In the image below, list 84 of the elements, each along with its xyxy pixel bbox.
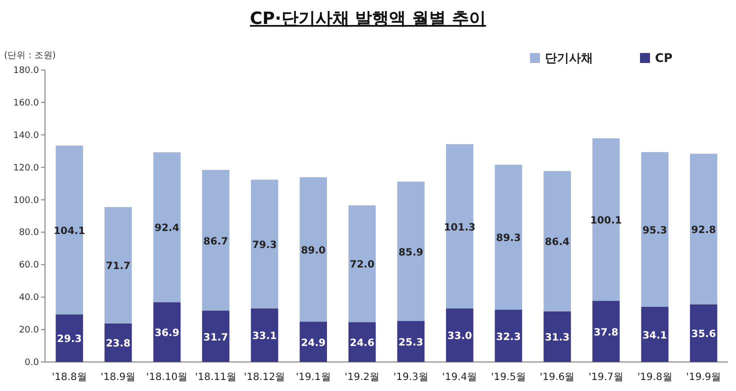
bar	[250, 308, 278, 362]
chart-title: CP·단기사채 발행액 월별 추이	[250, 9, 486, 29]
x-tick-label: '19.9월	[686, 372, 722, 383]
bar	[641, 306, 668, 362]
data-label: 35.6	[691, 329, 716, 340]
data-label: 36.9	[154, 328, 180, 340]
y-tick-label: 120.0	[13, 163, 40, 174]
bar	[56, 146, 84, 314]
data-label: 33.1	[252, 331, 277, 342]
bar	[56, 314, 84, 362]
y-tick-label: 60.0	[18, 260, 40, 271]
x-tick-label: '19.5월	[490, 372, 526, 383]
y-tick-label: 160.0	[13, 98, 40, 108]
y-tick-label: 180.0	[13, 66, 40, 76]
data-label: 86.7	[203, 236, 228, 248]
data-label: 37.8	[594, 327, 618, 338]
x-tick-label: '19.3월	[393, 372, 428, 383]
bar	[250, 180, 278, 308]
bar	[348, 205, 376, 322]
data-label: 101.3	[444, 222, 476, 234]
data-label: 33.0	[447, 331, 472, 342]
bar	[544, 171, 571, 312]
bar	[690, 304, 718, 362]
bar	[544, 311, 571, 362]
y-tick-label: 0.0	[24, 358, 40, 368]
data-label: 31.7	[203, 332, 228, 344]
data-label: 72.0	[350, 260, 374, 271]
bar	[446, 308, 474, 362]
text: (단위 : 조원)	[4, 51, 56, 61]
data-label: 92.8	[691, 224, 716, 236]
data-label: 24.9	[300, 338, 326, 349]
x-tick-label: '19.2월	[344, 372, 380, 383]
bar	[300, 177, 327, 322]
data-label: 89.0	[300, 245, 326, 256]
data-label: 104.1	[54, 226, 86, 238]
y-tick-label: 100.0	[13, 196, 40, 206]
bar	[104, 323, 132, 362]
data-label: 100.1	[590, 215, 622, 226]
bar	[397, 320, 425, 362]
y-tick-label: 80.0	[18, 228, 40, 238]
bar	[494, 164, 522, 310]
x-tick-label: '19.8월	[637, 372, 672, 383]
y-tick-label: 20.0	[18, 326, 40, 336]
x-tick-label: '18.12월	[244, 372, 286, 383]
bar	[300, 322, 327, 362]
x-tick-label: '18.8월	[52, 372, 87, 383]
x-tick-label: '18.9월	[100, 372, 136, 383]
x-tick-label: '18.10월	[146, 372, 188, 383]
y-tick-label: 140.0	[13, 130, 40, 141]
data-label: 31.3	[544, 332, 570, 344]
bar	[153, 302, 181, 362]
bar	[202, 170, 230, 311]
bar	[348, 322, 376, 362]
data-label: 23.8	[106, 338, 131, 350]
data-label: 34.1	[642, 330, 668, 342]
bar	[592, 138, 620, 301]
bar	[202, 310, 230, 362]
data-label: 25.3	[398, 337, 424, 348]
data-label: 32.3	[496, 332, 521, 343]
x-tick-label: '18.11월	[195, 372, 236, 383]
data-label: 95.3	[642, 225, 668, 236]
data-label: 85.9	[398, 247, 424, 258]
data-label: 92.4	[154, 223, 180, 234]
legend-label: 단기사채	[545, 51, 593, 65]
bar	[397, 182, 425, 321]
data-label: 86.4	[544, 237, 570, 248]
x-tick-label: '19.6월	[540, 372, 575, 383]
data-label: 71.7	[106, 261, 131, 272]
bar	[592, 300, 620, 362]
bar	[641, 152, 668, 307]
y-tick-label: 40.0	[18, 293, 40, 304]
data-label: 89.3	[496, 233, 521, 244]
data-label: 24.6	[350, 338, 374, 350]
data-label: 29.3	[57, 334, 82, 346]
legend-label: CP	[655, 51, 673, 65]
bar	[690, 154, 718, 304]
bar	[446, 144, 474, 308]
bar	[153, 152, 181, 302]
x-tick-label: '19.4월	[442, 372, 478, 383]
x-tick-label: '19.7월	[588, 372, 624, 383]
bar	[494, 310, 522, 362]
bar	[104, 207, 132, 324]
data-label: 79.3	[252, 240, 277, 251]
x-tick-label: '19.1월	[296, 372, 331, 383]
